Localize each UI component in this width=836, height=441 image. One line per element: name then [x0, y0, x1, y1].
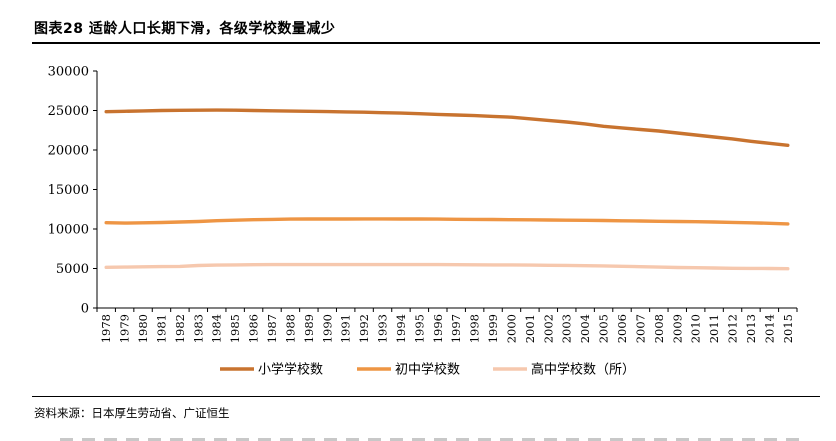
legend-label-3: 高中学校数（所） — [531, 362, 635, 378]
x-tick-label: 1993 — [376, 314, 390, 343]
footer-rule — [32, 396, 820, 397]
x-tick-label: 1990 — [320, 314, 334, 343]
x-tick-label: 2010 — [689, 314, 703, 343]
x-tick-label: 1988 — [283, 314, 297, 343]
x-tick-label: 1987 — [265, 314, 279, 343]
x-tick-label: 2006 — [615, 314, 629, 343]
y-tick-label: 30000 — [48, 65, 89, 80]
x-tick-label: 1982 — [173, 314, 187, 343]
x-tick-label: 1998 — [468, 314, 482, 343]
x-tick-label: 2015 — [781, 314, 795, 343]
cropped-text-line — [60, 432, 820, 441]
x-tick-label: 1997 — [449, 314, 463, 343]
x-tick-label: 2002 — [541, 314, 555, 343]
y-tick-label: 20000 — [48, 144, 89, 159]
x-tick-label: 1995 — [412, 314, 426, 343]
x-tick-label: 1991 — [339, 314, 353, 343]
x-tick-label: 1981 — [154, 314, 168, 343]
x-tick-label: 1994 — [394, 314, 408, 343]
figure-title: 图表28 适龄人口长期下滑，各级学校数量减少 — [34, 21, 336, 37]
x-tick-label: 2005 — [597, 314, 611, 343]
legend-label-2: 初中学校数 — [395, 362, 460, 378]
series-line-3 — [104, 262, 790, 271]
y-tick-label: 15000 — [48, 183, 89, 198]
y-tick-label: 25000 — [48, 104, 89, 119]
y-tick-label: 10000 — [48, 223, 89, 238]
x-tick-label: 2013 — [744, 314, 758, 343]
x-tick-label: 1984 — [210, 314, 224, 343]
x-tick-label: 2000 — [504, 314, 518, 343]
source-note: 资料来源：日本厚生劳动省、广证恒生 — [34, 406, 230, 420]
y-tick-label: 5000 — [56, 262, 89, 277]
x-tick-label: 1989 — [302, 314, 316, 343]
title-rule — [32, 42, 820, 44]
series-line-2 — [104, 217, 790, 226]
x-tick-label: 1986 — [247, 314, 261, 343]
x-tick-label: 2001 — [523, 314, 537, 343]
x-tick-label: 2009 — [670, 314, 684, 343]
x-tick-label: 2004 — [578, 314, 592, 343]
x-tick-label: 1983 — [191, 314, 205, 343]
x-tick-label: 1999 — [486, 314, 500, 343]
x-tick-label: 2007 — [633, 314, 647, 343]
x-tick-label: 2014 — [762, 314, 776, 343]
x-tick-label: 1985 — [228, 314, 242, 343]
x-tick-label: 2012 — [726, 314, 740, 343]
x-tick-label: 1979 — [118, 314, 132, 343]
x-tick-label: 2011 — [707, 314, 721, 343]
legend-label-1: 小学学校数 — [258, 362, 323, 378]
series-line-1 — [104, 108, 790, 148]
x-tick-label: 1996 — [431, 314, 445, 343]
x-tick-label: 1978 — [99, 314, 113, 343]
y-tick-label: 0 — [81, 302, 89, 317]
x-tick-label: 1980 — [136, 314, 150, 343]
x-tick-label: 2003 — [560, 314, 574, 343]
x-tick-label: 2008 — [652, 314, 666, 343]
x-tick-label: 1992 — [357, 314, 371, 343]
